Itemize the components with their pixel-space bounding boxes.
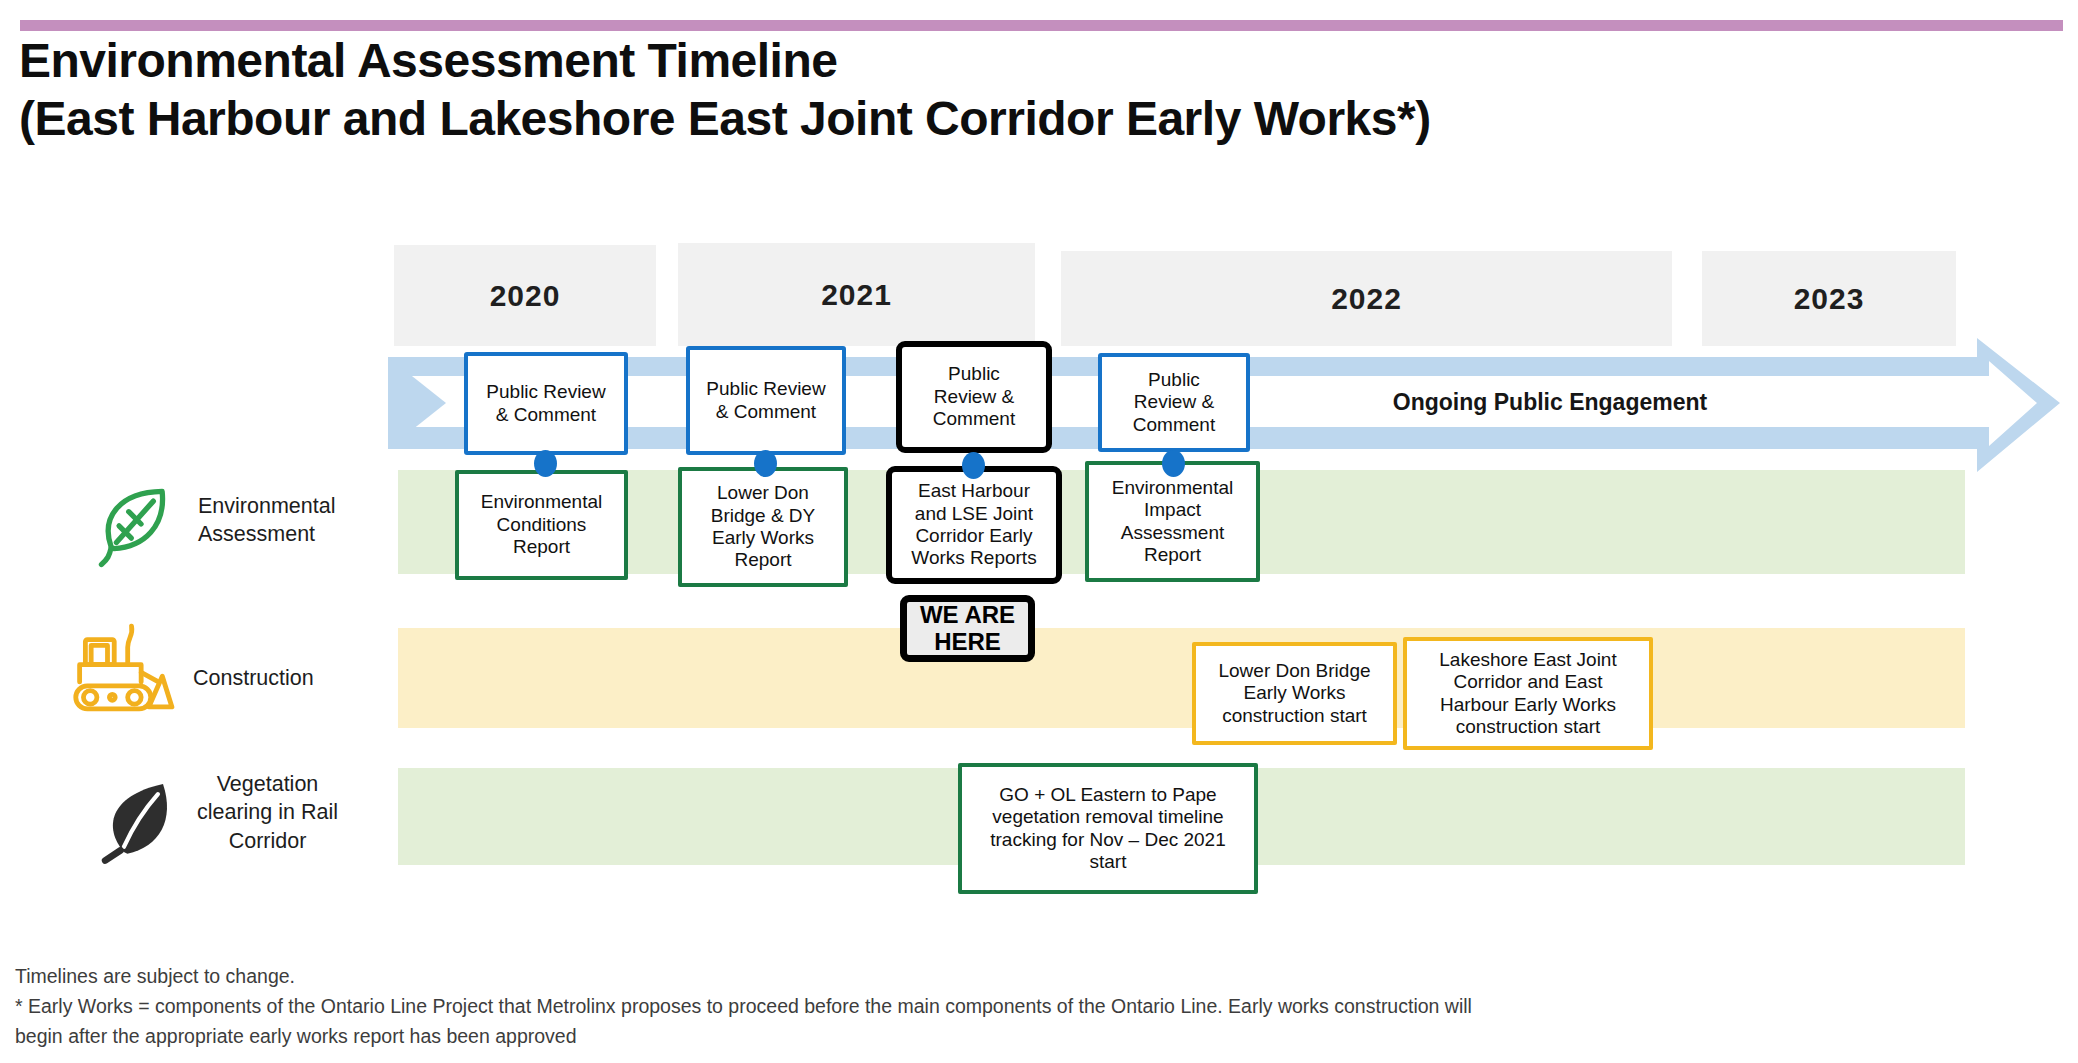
footer-note-2: * Early Works = components of the Ontari… xyxy=(15,991,1472,1021)
public-review-box-2022: Public Review & Comment xyxy=(1098,353,1250,452)
year-header-2022: 2022 xyxy=(1061,251,1672,346)
milestone-lse-east-harbour-construction-start: Lakeshore East Joint Corridor and East H… xyxy=(1403,637,1653,750)
milestone-east-harbour-lse-reports: East Harbour and LSE Joint Corridor Earl… xyxy=(886,466,1062,584)
year-header-2023: 2023 xyxy=(1702,251,1956,346)
bulldozer-icon xyxy=(70,620,195,717)
connector-dot-3 xyxy=(962,452,985,479)
we-are-here-badge: WE ARE HERE xyxy=(900,595,1035,662)
connector-dot-2 xyxy=(754,450,777,477)
public-review-box-2021: Public Review & Comment xyxy=(686,346,846,455)
year-header-2021: 2021 xyxy=(678,243,1035,346)
public-review-box-current: Public Review & Comment xyxy=(896,341,1052,453)
footer-notes: Timelines are subject to change. * Early… xyxy=(15,961,1472,1052)
row-label-construction: Construction xyxy=(193,664,314,692)
footer-note-1: Timelines are subject to change. xyxy=(15,961,1472,991)
milestone-lower-don-early-works-report: Lower Don Bridge & DY Early Works Report xyxy=(678,467,848,587)
milestone-environmental-conditions-report: Environmental Conditions Report xyxy=(455,470,628,580)
band-construction xyxy=(398,628,1965,728)
row-label-environmental-assessment: Environmental Assessment xyxy=(198,492,335,549)
slide: Environmental Assessment Timeline(East H… xyxy=(0,0,2078,1063)
footer-note-3: begin after the appropriate early works … xyxy=(15,1021,1472,1051)
page-title: Environmental Assessment Timeline(East H… xyxy=(19,32,1431,147)
connector-dot-4 xyxy=(1162,450,1185,477)
accent-bar xyxy=(20,20,2063,31)
row-label-vegetation: Vegetation clearing in Rail Corridor xyxy=(150,770,385,855)
page-title-line2: (East Harbour and Lakeshore East Joint C… xyxy=(19,92,1431,145)
ongoing-engagement-label: Ongoing Public Engagement xyxy=(1230,378,1870,426)
year-header-2020: 2020 xyxy=(394,245,656,346)
milestone-vegetation-removal-tracking: GO + OL Eastern to Pape vegetation remov… xyxy=(958,763,1258,894)
milestone-environmental-impact-report: Environmental Impact Assessment Report xyxy=(1085,461,1260,582)
connector-dot-1 xyxy=(534,450,557,477)
public-review-box-2020: Public Review & Comment xyxy=(464,352,628,455)
leaf-outline-icon xyxy=(90,478,178,570)
page-title-line1: Environmental Assessment Timeline xyxy=(19,34,837,87)
milestone-lower-don-construction-start: Lower Don Bridge Early Works constructio… xyxy=(1192,642,1397,745)
